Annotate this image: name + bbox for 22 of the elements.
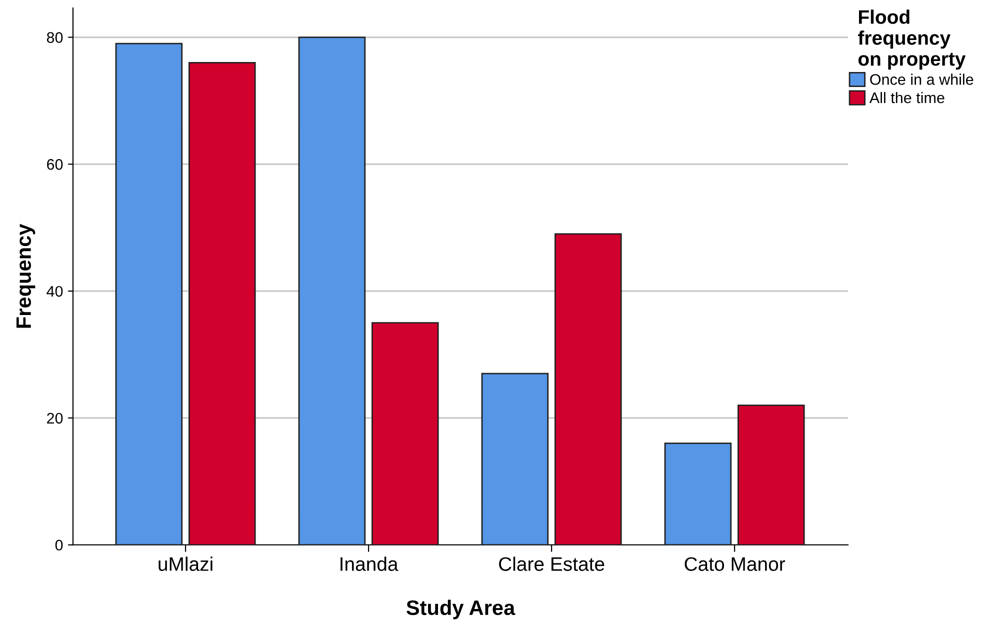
bar — [554, 233, 622, 545]
y-tick-label: 80 — [46, 32, 63, 43]
legend-title: Flood frequency on property — [858, 10, 966, 70]
bar — [298, 36, 366, 545]
bar — [738, 404, 805, 545]
y-tick-label: 0 — [55, 540, 63, 551]
y-tick-label: 60 — [47, 159, 63, 170]
bar — [664, 442, 732, 545]
x-tick-label: Clare Estate — [499, 556, 604, 571]
bar — [481, 372, 549, 545]
bar — [188, 62, 256, 545]
legend-label: Once in a while — [870, 74, 974, 85]
x-tick-label: uMlazi — [158, 556, 212, 571]
y-tick-label: 40 — [46, 286, 63, 297]
bar — [115, 42, 183, 545]
x-tick-label: Cato Manor — [684, 557, 786, 571]
y-tick-label: 20 — [47, 412, 63, 424]
x-axis-title: Study Area — [406, 600, 516, 620]
bar — [372, 322, 439, 545]
y-axis-title: Frequency — [16, 224, 36, 328]
legend-label: All the time — [869, 92, 944, 104]
x-tick-label: Inanda — [340, 556, 398, 571]
